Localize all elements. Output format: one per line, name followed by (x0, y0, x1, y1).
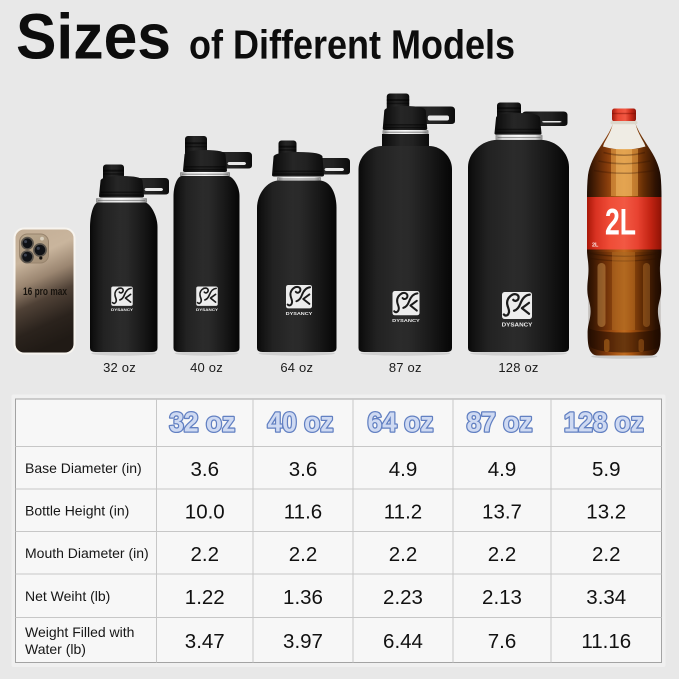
svg-text:40 oz: 40 oz (268, 407, 334, 438)
svg-text:Mouth Diameter (in): Mouth Diameter (in) (25, 545, 149, 561)
svg-text:2L: 2L (605, 202, 636, 243)
svg-text:128 oz: 128 oz (498, 360, 538, 375)
svg-text:Sizes: Sizes (16, 0, 171, 72)
svg-text:1.36: 1.36 (283, 586, 323, 609)
svg-text:4.9: 4.9 (389, 458, 418, 481)
svg-text:Water (lb): Water (lb) (25, 641, 86, 657)
svg-text:64 oz: 64 oz (280, 360, 313, 375)
svg-text:11.16: 11.16 (581, 630, 631, 653)
svg-text:11.2: 11.2 (384, 500, 422, 523)
svg-text:of Different Models: of Different Models (189, 21, 515, 67)
svg-text:3.6: 3.6 (289, 458, 318, 481)
svg-text:Net Weiht (lb): Net Weiht (lb) (25, 588, 110, 604)
svg-text:Weight Filled with: Weight Filled with (25, 624, 134, 640)
svg-text:13.7: 13.7 (482, 500, 522, 523)
svg-text:32 oz: 32 oz (103, 360, 136, 375)
svg-text:2.2: 2.2 (592, 543, 621, 566)
svg-text:1.22: 1.22 (185, 586, 225, 609)
svg-text:11.6: 11.6 (284, 500, 322, 523)
svg-text:2.2: 2.2 (289, 543, 318, 566)
svg-text:4.9: 4.9 (488, 458, 517, 481)
svg-text:3.6: 3.6 (191, 458, 220, 481)
svg-text:40 oz: 40 oz (190, 360, 223, 375)
svg-text:5.9: 5.9 (592, 458, 621, 481)
svg-text:Base Diameter (in): Base Diameter (in) (25, 460, 142, 476)
svg-text:32 oz: 32 oz (169, 407, 235, 438)
svg-text:Bottle Height (in): Bottle Height (in) (25, 502, 129, 518)
svg-text:6.44: 6.44 (383, 630, 423, 653)
svg-text:13.2: 13.2 (586, 500, 626, 523)
svg-text:2.2: 2.2 (191, 543, 220, 566)
svg-text:87 oz: 87 oz (467, 407, 533, 438)
svg-text:128 oz: 128 oz (564, 407, 644, 438)
svg-text:16 pro max: 16 pro max (23, 286, 68, 298)
svg-text:10.0: 10.0 (185, 500, 225, 523)
svg-text:3.47: 3.47 (185, 630, 225, 653)
svg-text:7.6: 7.6 (488, 630, 517, 653)
svg-text:2L: 2L (592, 243, 599, 249)
svg-text:2.23: 2.23 (383, 586, 423, 609)
svg-text:3.97: 3.97 (283, 630, 323, 653)
svg-text:87 oz: 87 oz (389, 360, 422, 375)
svg-text:2.2: 2.2 (488, 543, 517, 566)
svg-text:2.2: 2.2 (389, 543, 418, 566)
svg-text:2.13: 2.13 (482, 586, 522, 609)
svg-text:64 oz: 64 oz (368, 407, 434, 438)
svg-text:3.34: 3.34 (586, 586, 626, 609)
